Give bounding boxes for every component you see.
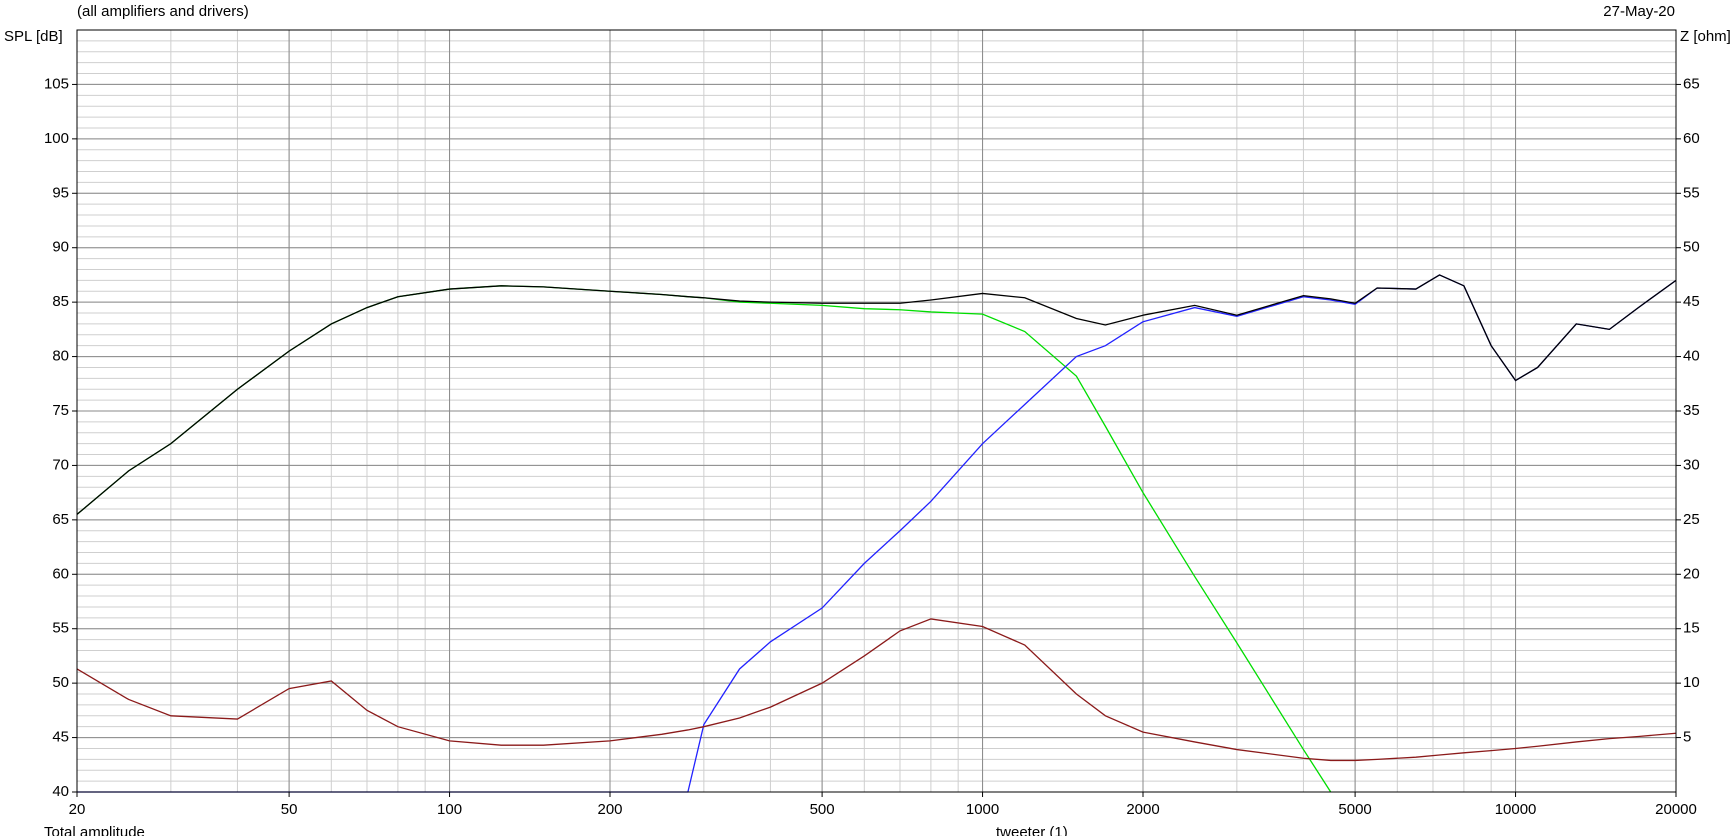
series-line bbox=[76, 618, 1677, 762]
y2-tick-label: 55 bbox=[1683, 184, 1700, 201]
x-tick-label: 50 bbox=[281, 801, 298, 818]
x-tick-label: 5000 bbox=[1338, 801, 1371, 818]
date: 27-May-20 bbox=[1603, 3, 1675, 20]
y-tick-label: 65 bbox=[52, 511, 69, 528]
y-tick-label: 90 bbox=[52, 239, 69, 256]
y2-tick-label: 65 bbox=[1683, 75, 1700, 92]
x-tick-label: 100 bbox=[437, 801, 462, 818]
y-tick-label: 50 bbox=[52, 674, 69, 691]
y2-tick-label: 60 bbox=[1683, 130, 1700, 147]
y-axis-label: SPL [dB] bbox=[4, 28, 63, 45]
x-tick-label: 1000 bbox=[966, 801, 999, 818]
y-tick-label: 85 bbox=[52, 293, 69, 310]
x-tick-label: 500 bbox=[810, 801, 835, 818]
series-line bbox=[76, 274, 1677, 515]
subtitle: (all amplifiers and drivers) bbox=[77, 3, 249, 20]
x-tick-label: 20 bbox=[69, 801, 86, 818]
y-tick-label: 100 bbox=[44, 130, 69, 147]
legend-entry: Total amplitude bbox=[44, 824, 145, 836]
y-tick-label: 45 bbox=[52, 729, 69, 746]
grid bbox=[76, 29, 1677, 793]
y2-tick-label: 5 bbox=[1683, 729, 1691, 746]
y2-tick-label: 35 bbox=[1683, 402, 1700, 419]
y2-tick-label: 50 bbox=[1683, 239, 1700, 256]
y-tick-label: 60 bbox=[52, 565, 69, 582]
y2-axis-label: Z [ohm] bbox=[1680, 28, 1731, 45]
y-tick-label: 105 bbox=[44, 75, 69, 92]
y-tick-label: 55 bbox=[52, 620, 69, 637]
y2-tick-label: 15 bbox=[1683, 620, 1700, 637]
y-tick-label: 95 bbox=[52, 184, 69, 201]
x-tick-label: 200 bbox=[597, 801, 622, 818]
x-tick-label: 2000 bbox=[1126, 801, 1159, 818]
legend-entry: tweeter (1) bbox=[996, 824, 1068, 836]
y2-tick-label: 10 bbox=[1683, 674, 1700, 691]
y-tick-label: 75 bbox=[52, 402, 69, 419]
y-tick-label: 80 bbox=[52, 348, 69, 365]
y2-tick-label: 25 bbox=[1683, 511, 1700, 528]
y-tick-label: 40 bbox=[52, 783, 69, 800]
x-tick-label: 10000 bbox=[1495, 801, 1537, 818]
y-tick-label: 70 bbox=[52, 456, 69, 473]
y2-tick-label: 40 bbox=[1683, 348, 1700, 365]
y2-tick-label: 20 bbox=[1683, 565, 1700, 582]
x-tick-label: 20000 bbox=[1655, 801, 1697, 818]
plot-frame bbox=[76, 29, 1677, 793]
y2-tick-label: 45 bbox=[1683, 293, 1700, 310]
y2-tick-label: 30 bbox=[1683, 456, 1700, 473]
